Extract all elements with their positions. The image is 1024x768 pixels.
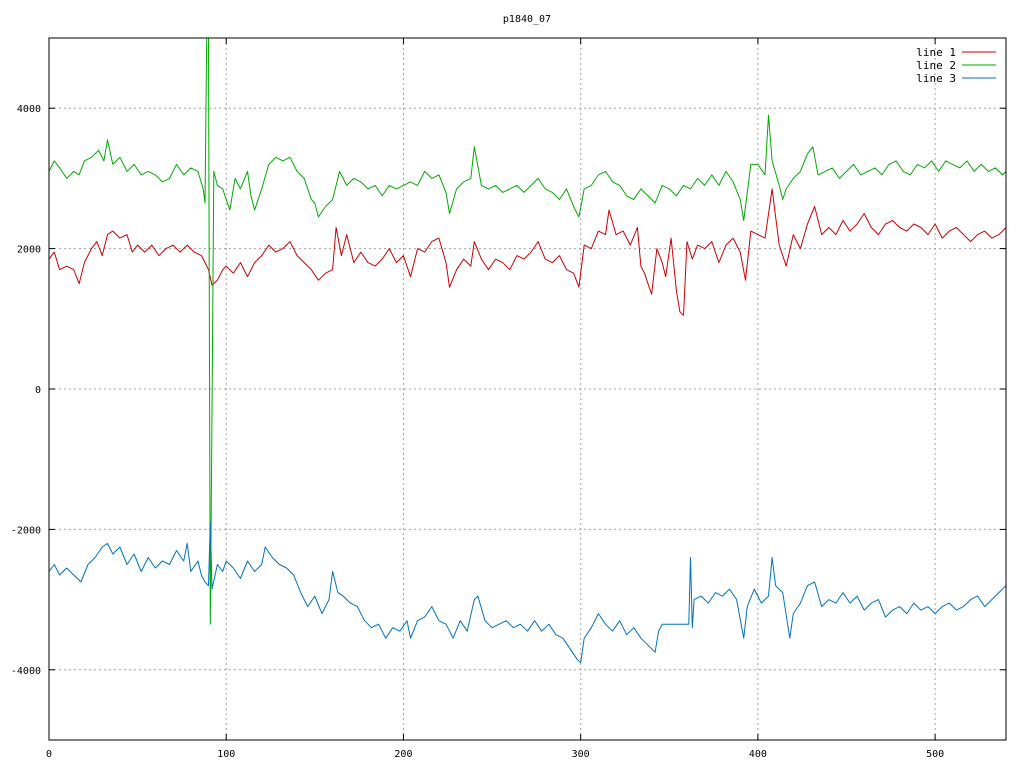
series-line-2 bbox=[49, 38, 1006, 625]
x-tick-label: 100 bbox=[217, 749, 235, 760]
y-tick-label: -4000 bbox=[11, 666, 41, 677]
x-tick-label: 0 bbox=[46, 749, 52, 760]
x-tick-label: 200 bbox=[394, 749, 412, 760]
axis-ticks bbox=[48, 38, 1006, 740]
legend-label-1: line 1 bbox=[916, 46, 956, 59]
axis-tick-labels: 0 100 200 300 400 500 -4000 -2000 0 2000 4000 bbox=[11, 104, 944, 760]
legend-label-3: line 3 bbox=[916, 72, 956, 85]
series-line-1 bbox=[49, 188, 1006, 316]
y-tick-label: 2000 bbox=[17, 245, 41, 256]
x-tick-label: 500 bbox=[926, 749, 944, 760]
legend-label-2: line 2 bbox=[916, 59, 956, 72]
x-tick-label: 300 bbox=[572, 749, 590, 760]
y-tick-label: -2000 bbox=[11, 525, 41, 536]
plot-series bbox=[49, 38, 1006, 664]
y-tick-label: 4000 bbox=[17, 104, 41, 115]
series-line-3 bbox=[49, 521, 1006, 664]
chart-title: p1840_07 bbox=[503, 14, 551, 25]
y-tick-label: 0 bbox=[35, 385, 41, 396]
x-tick-label: 400 bbox=[749, 749, 767, 760]
grid-lines bbox=[49, 38, 1006, 740]
